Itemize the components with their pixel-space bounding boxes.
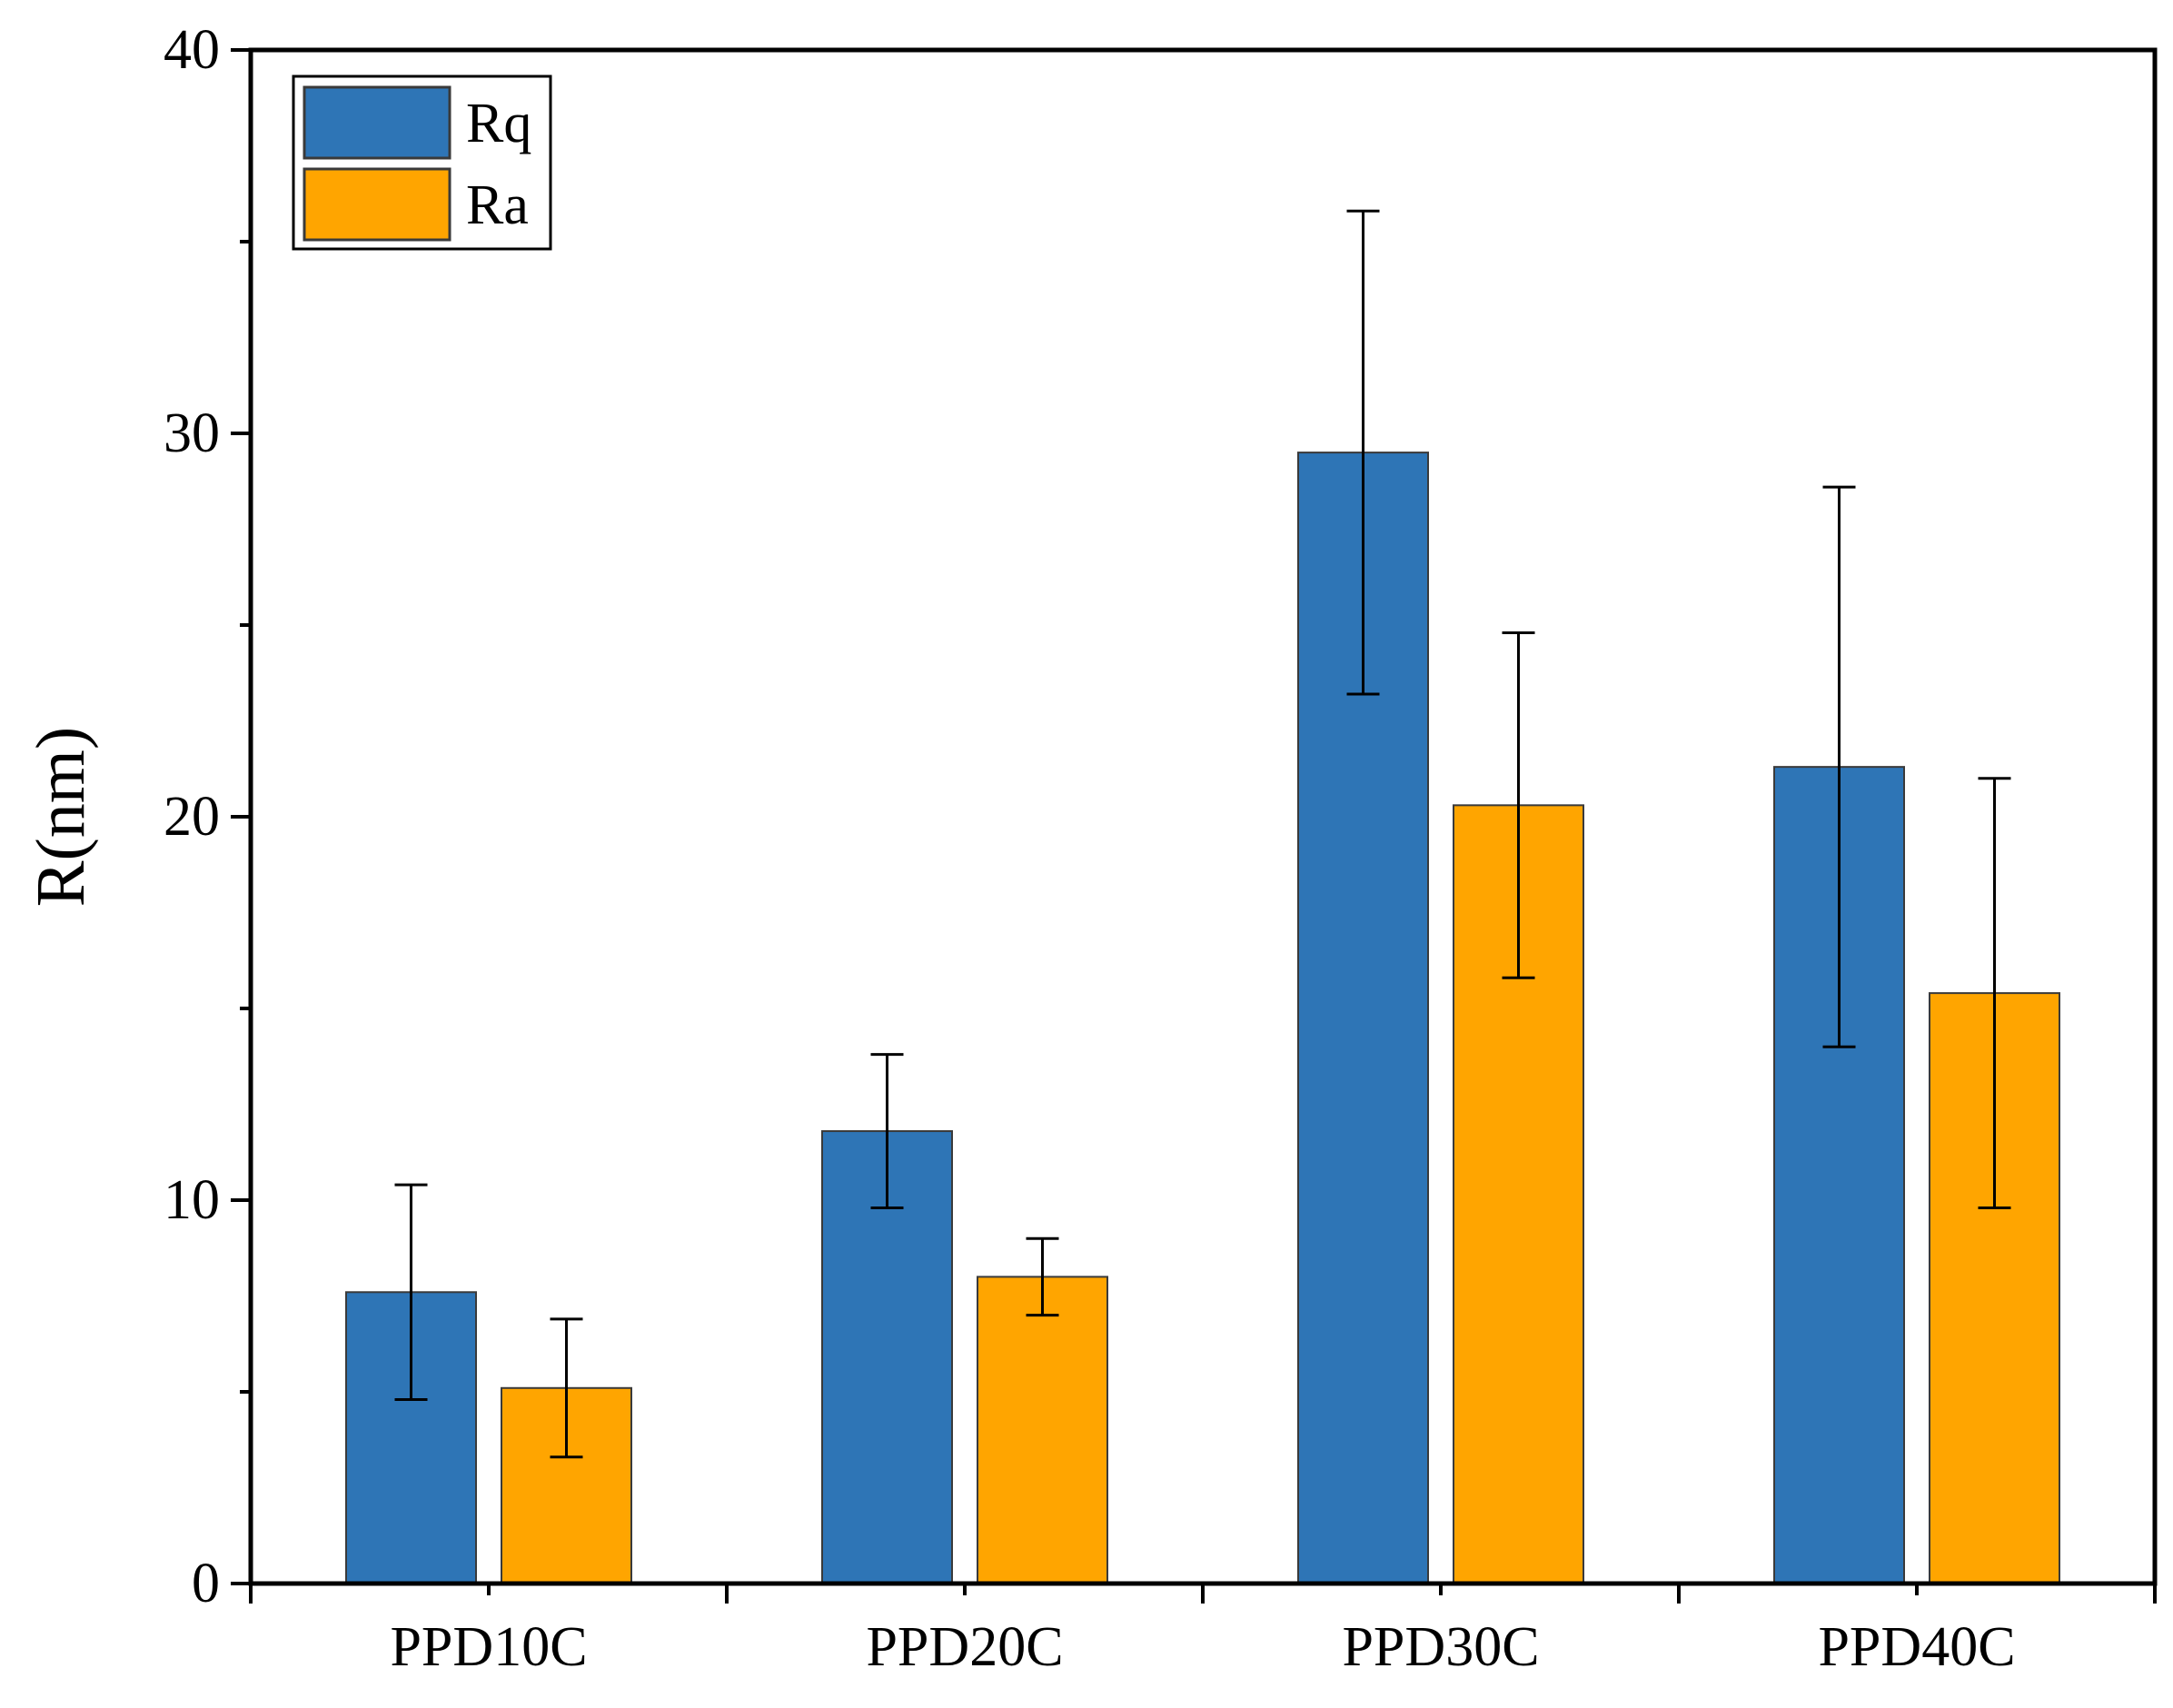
- error-bar-ra-ppd30c: [1502, 631, 1535, 979]
- error-bar-rq-ppd20c: [870, 1053, 904, 1209]
- error-bar-ra-ppd40c: [1978, 777, 2011, 1209]
- error-bar-rq-ppd40c: [1822, 485, 1856, 1048]
- legend: Rq Ra: [292, 74, 552, 251]
- y-tick-label: 0: [192, 1553, 220, 1614]
- x-tick-label: PPD10C: [390, 1616, 587, 1678]
- error-bar-ra-ppd10c: [550, 1317, 583, 1459]
- error-bar-rq-ppd10c: [394, 1183, 428, 1401]
- legend-swatch-ra: [303, 167, 451, 242]
- x-tick-label: PPD30C: [1342, 1616, 1539, 1678]
- bars-layer: [345, 452, 2060, 1585]
- y-tick-label: 30: [164, 402, 220, 464]
- axes-layer: 0 10 20 30 40 PPD10C PPD20C PPD30C PPD40C: [164, 19, 2158, 1678]
- error-bar-ra-ppd20c: [1026, 1236, 1059, 1317]
- x-tick-label: PPD20C: [866, 1616, 1063, 1678]
- legend-label-rq: Rq: [466, 93, 531, 154]
- y-tick-label: 40: [164, 19, 220, 81]
- legend-swatch-rq: [303, 85, 451, 160]
- y-tick-label: 10: [164, 1169, 220, 1231]
- y-axis-title: R(nm): [23, 727, 99, 907]
- x-tick-label: PPD40C: [1818, 1616, 2015, 1678]
- legend-label-ra: Ra: [466, 174, 529, 236]
- error-bar-rq-ppd30c: [1346, 209, 1380, 696]
- y-tick-label: 20: [164, 786, 220, 848]
- bar-ra-ppd20c: [977, 1276, 1108, 1585]
- error-bars-layer: [394, 209, 2011, 1459]
